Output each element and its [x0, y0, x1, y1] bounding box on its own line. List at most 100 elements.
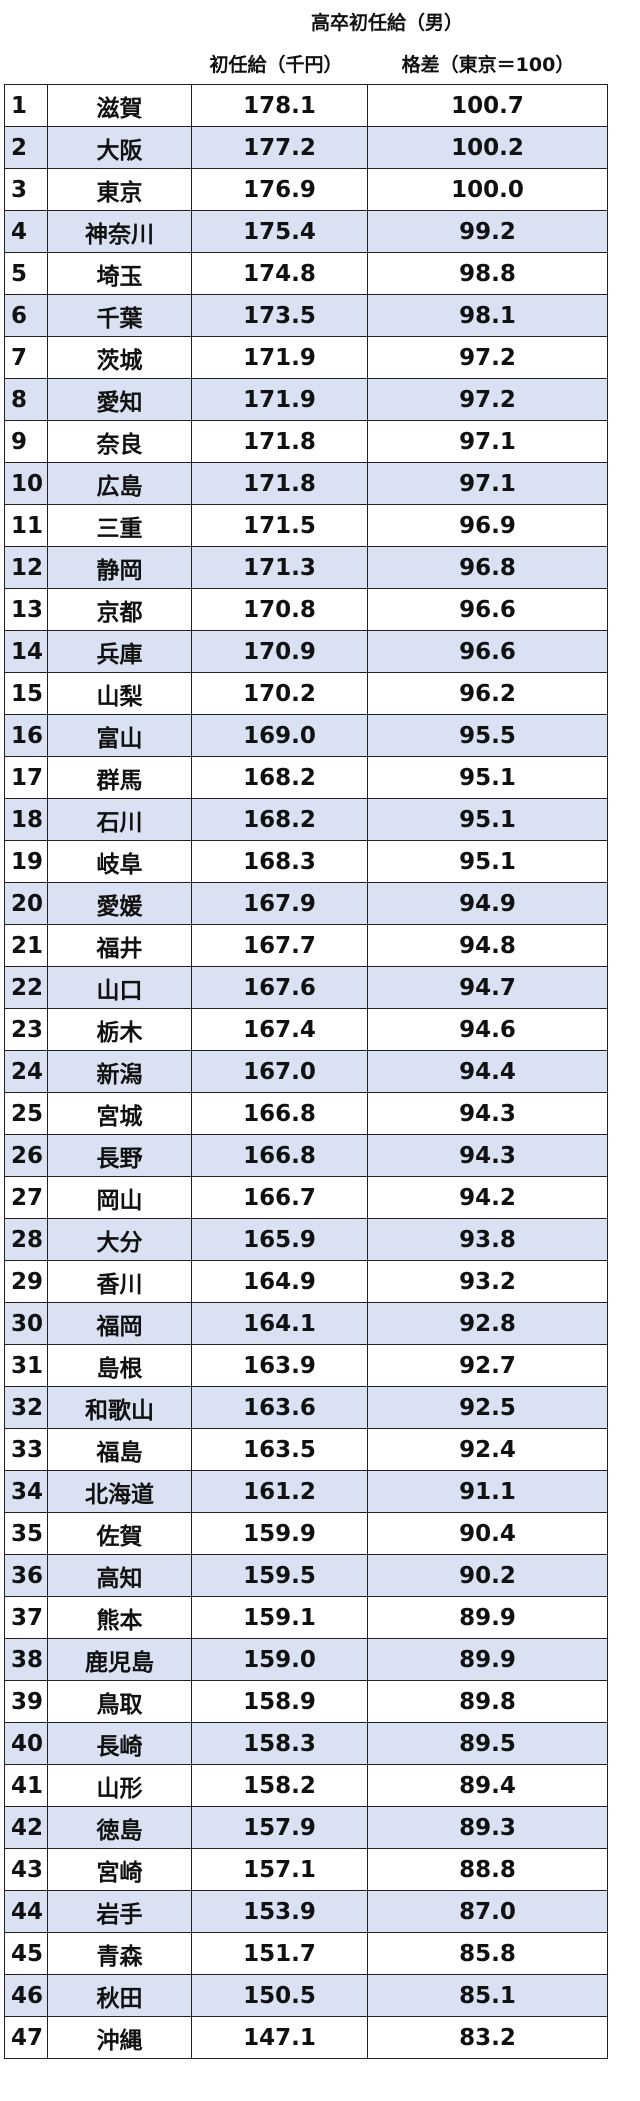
rank-cell: 42 [4, 1806, 48, 1849]
salary-cell: 157.9 [191, 1806, 368, 1849]
index-cell: 85.1 [367, 1974, 608, 2017]
index-cell: 94.8 [367, 924, 608, 967]
table-row: 46 秋田 150.5 85.1 [4, 1974, 608, 2017]
salary-cell: 171.8 [191, 420, 368, 463]
prefecture-cell: 新潟 [47, 1050, 192, 1093]
salary-cell: 151.7 [191, 1932, 368, 1975]
prefecture-cell: 青森 [47, 1932, 192, 1975]
table-row: 2 大阪 177.2 100.2 [4, 126, 608, 169]
salary-cell: 159.9 [191, 1512, 368, 1555]
table-row: 32 和歌山 163.6 92.5 [4, 1386, 608, 1429]
salary-cell: 153.9 [191, 1890, 368, 1933]
prefecture-cell: 大分 [47, 1218, 192, 1261]
salary-cell: 170.8 [191, 588, 368, 631]
rank-cell: 40 [4, 1722, 48, 1765]
index-cell: 92.4 [367, 1428, 608, 1471]
salary-cell: 159.1 [191, 1596, 368, 1639]
prefecture-cell: 岩手 [47, 1890, 192, 1933]
table-row: 47 沖縄 147.1 83.2 [4, 2016, 608, 2059]
index-cell: 89.4 [367, 1764, 608, 1807]
prefecture-cell: 岐阜 [47, 840, 192, 883]
rank-cell: 30 [4, 1302, 48, 1345]
index-cell: 89.3 [367, 1806, 608, 1849]
rank-cell: 28 [4, 1218, 48, 1261]
index-cell: 89.9 [367, 1596, 608, 1639]
table-row: 41 山形 158.2 89.4 [4, 1764, 608, 1807]
salary-cell: 159.5 [191, 1554, 368, 1597]
prefecture-cell: 滋賀 [47, 84, 192, 127]
salary-cell: 178.1 [191, 84, 368, 127]
prefecture-cell: 鳥取 [47, 1680, 192, 1723]
rank-cell: 8 [4, 378, 48, 421]
prefecture-cell: 岡山 [47, 1176, 192, 1219]
index-cell: 94.4 [367, 1050, 608, 1093]
rank-cell: 16 [4, 714, 48, 757]
rank-cell: 15 [4, 672, 48, 715]
table-row: 14 兵庫 170.9 96.6 [4, 630, 608, 673]
table-row: 26 長野 166.8 94.3 [4, 1134, 608, 1177]
column-header: 初任給（千円） [209, 54, 343, 76]
table-row: 27 岡山 166.7 94.2 [4, 1176, 608, 1219]
table-row: 7 茨城 171.9 97.2 [4, 336, 608, 379]
rank-cell: 17 [4, 756, 48, 799]
prefecture-cell: 石川 [47, 798, 192, 841]
rank-cell: 35 [4, 1512, 48, 1555]
index-cell: 88.8 [367, 1848, 608, 1891]
table-title: 高卒初任給（男） [310, 12, 464, 34]
index-cell: 94.2 [367, 1176, 608, 1219]
prefecture-cell: 宮城 [47, 1092, 192, 1135]
rank-cell: 22 [4, 966, 48, 1009]
index-cell: 94.7 [367, 966, 608, 1009]
rank-cell: 34 [4, 1470, 48, 1513]
index-cell: 94.9 [367, 882, 608, 925]
prefecture-cell: 徳島 [47, 1806, 192, 1849]
table-row: 5 埼玉 174.8 98.8 [4, 252, 608, 295]
table-row: 40 長崎 158.3 89.5 [4, 1722, 608, 1765]
table-row: 29 香川 164.9 93.2 [4, 1260, 608, 1303]
prefecture-cell: 愛知 [47, 378, 192, 421]
table-row: 36 高知 159.5 90.2 [4, 1554, 608, 1597]
prefecture-cell: 島根 [47, 1344, 192, 1387]
prefecture-cell: 高知 [47, 1554, 192, 1597]
rank-cell: 47 [4, 2016, 48, 2059]
prefecture-cell: 福井 [47, 924, 192, 967]
salary-cell: 158.9 [191, 1680, 368, 1723]
table-row: 42 徳島 157.9 89.3 [4, 1806, 608, 1849]
prefecture-cell: 山口 [47, 966, 192, 1009]
salary-cell: 163.6 [191, 1386, 368, 1429]
rank-cell: 6 [4, 294, 48, 337]
index-cell: 92.8 [367, 1302, 608, 1345]
rank-cell: 11 [4, 504, 48, 547]
prefecture-cell: 福島 [47, 1428, 192, 1471]
prefecture-cell: 栃木 [47, 1008, 192, 1051]
table-row: 37 熊本 159.1 89.9 [4, 1596, 608, 1639]
rank-cell: 32 [4, 1386, 48, 1429]
prefecture-cell: 兵庫 [47, 630, 192, 673]
salary-cell: 167.4 [191, 1008, 368, 1051]
rank-cell: 43 [4, 1848, 48, 1891]
rank-cell: 46 [4, 1974, 48, 2017]
index-cell: 97.1 [367, 420, 608, 463]
table-row: 23 栃木 167.4 94.6 [4, 1008, 608, 1051]
rank-cell: 4 [4, 210, 48, 253]
rank-cell: 1 [4, 84, 48, 127]
table-row: 35 佐賀 159.9 90.4 [4, 1512, 608, 1555]
table-row: 9 奈良 171.8 97.1 [4, 420, 608, 463]
salary-cell: 165.9 [191, 1218, 368, 1261]
salary-cell: 177.2 [191, 126, 368, 169]
prefecture-cell: 山形 [47, 1764, 192, 1807]
rank-cell: 20 [4, 882, 48, 925]
salary-cell: 169.0 [191, 714, 368, 757]
table-row: 43 宮崎 157.1 88.8 [4, 1848, 608, 1891]
salary-cell: 176.9 [191, 168, 368, 211]
salary-cell: 163.5 [191, 1428, 368, 1471]
salary-cell: 171.9 [191, 336, 368, 379]
prefecture-cell: 千葉 [47, 294, 192, 337]
salary-cell: 157.1 [191, 1848, 368, 1891]
table-row: 22 山口 167.6 94.7 [4, 966, 608, 1009]
index-cell: 89.9 [367, 1638, 608, 1681]
table-row: 31 島根 163.9 92.7 [4, 1344, 608, 1387]
salary-cell: 167.0 [191, 1050, 368, 1093]
table-row: 15 山梨 170.2 96.2 [4, 672, 608, 715]
rank-cell: 37 [4, 1596, 48, 1639]
